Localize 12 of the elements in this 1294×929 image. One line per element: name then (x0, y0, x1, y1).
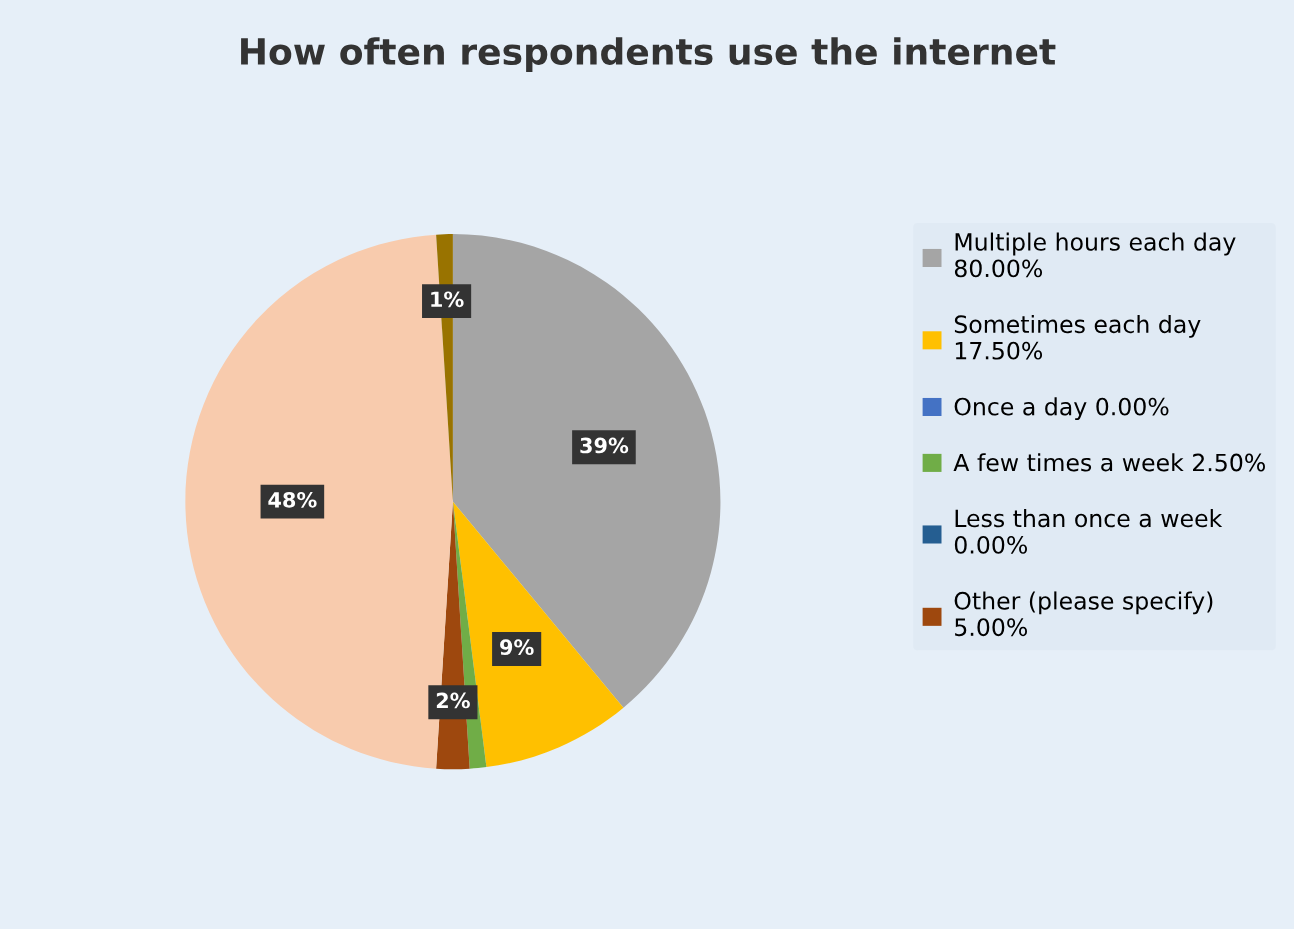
data-label: 39% (580, 437, 629, 454)
data-label: 1% (431, 291, 464, 308)
data-label: 9% (500, 639, 534, 656)
legend-label: Other (please specify) 5.00% (954, 591, 1213, 637)
legend-label: Less than once a week 0.00% (954, 509, 1223, 554)
legend-label: Sometimes each day 17.50% (954, 314, 1201, 360)
legend-label: A few times a week 2.50% (953, 453, 1265, 472)
legend-label: Once a day 0.00% (954, 397, 1169, 421)
chart-title: How often respondents use the internet (241, 37, 1056, 73)
data-label: 48% (268, 491, 317, 508)
legend-label: Multiple hours each day 80.00% (954, 232, 1236, 278)
data-label: 2% (436, 692, 470, 709)
